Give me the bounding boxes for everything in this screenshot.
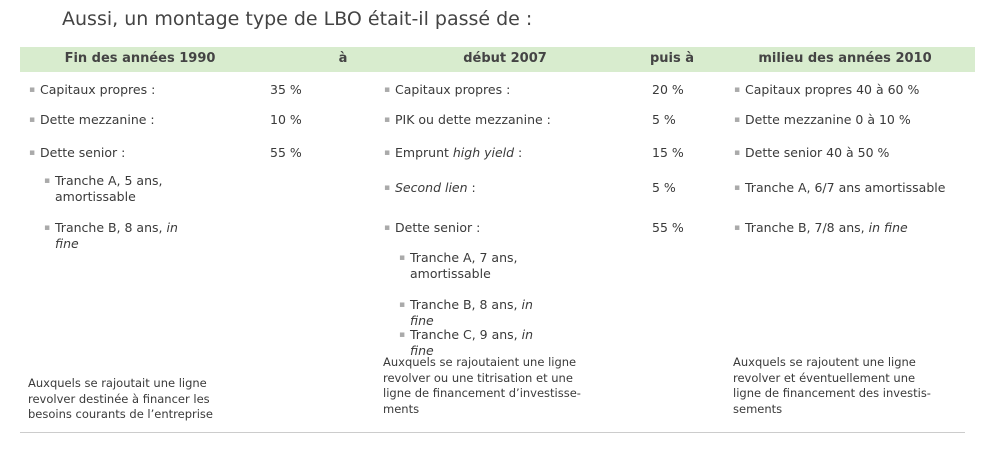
header-cell: à: [338, 51, 348, 66]
bottom-rule: [20, 432, 965, 433]
list-item: Dette senior :: [384, 220, 481, 236]
value: 5 %: [652, 180, 676, 195]
footnote-line: ligne de financement d’investisse-: [383, 386, 581, 400]
header-cell: puis à: [649, 51, 695, 66]
list-item: Dette senior :: [29, 145, 126, 161]
label-text: Capitaux propres 40 à 60 %: [745, 82, 920, 97]
label-text: in fine: [410, 327, 534, 358]
label-text: Dette senior :: [40, 145, 126, 160]
list-item: Tranche A, 5 ans, amortissable: [44, 173, 195, 205]
value: 35 %: [270, 82, 302, 97]
header-cell: début 2007: [463, 51, 547, 66]
label-text: Tranche A, 6/7 ans amortissable: [745, 180, 946, 195]
list-item: Capitaux propres :: [384, 82, 511, 98]
label-text: Tranche A, 5 ans, amortissable: [55, 173, 163, 204]
label-text: Dette mezzanine :: [40, 112, 155, 127]
footnote-line: revolver destinée à financer les: [28, 391, 210, 406]
label-text: Capitaux propres :: [40, 82, 156, 97]
label-text: Dette senior 40 à 50 %: [745, 145, 890, 160]
label-text: Tranche A, 7 ans, amortissable: [410, 250, 518, 281]
list-item: Tranche B, 8 ans, in fine: [44, 220, 195, 252]
list-item: PIK ou dette mezzanine :: [384, 112, 551, 128]
list-item: Tranche A, 7 ans, amortissable: [399, 250, 560, 282]
label-text: :: [467, 180, 476, 195]
label-text: in fine: [55, 220, 178, 251]
list-item: Tranche A, 6/7 ans amortissable: [734, 180, 946, 196]
list-item: Emprunt high yield :: [384, 145, 523, 161]
value: 55 %: [652, 220, 684, 235]
label-text: :: [514, 145, 523, 160]
list-item: Tranche B, 7/8 ans, in fine: [734, 220, 908, 236]
list-item: Tranche C, 9 ans, in fine: [399, 327, 560, 359]
value: 5 %: [652, 112, 676, 127]
label-text: Emprunt: [395, 145, 453, 160]
label-text: Tranche C, 9 ans,: [410, 327, 522, 342]
label-text: Tranche B, 7/8 ans,: [745, 220, 869, 235]
label-text: high yield: [452, 145, 515, 160]
label-text: in fine: [868, 220, 908, 235]
header-band: [20, 47, 975, 72]
footnote-line: Auxquels se rajoutent une ligne: [733, 355, 916, 369]
list-item: Dette mezzanine 0 à 10 %: [734, 112, 911, 128]
footnote-line: sements: [733, 401, 783, 416]
list-item: Second lien :: [384, 180, 476, 196]
footnote-line: revolver ou une titrisation et une: [383, 370, 573, 385]
label-text: Second lien: [395, 180, 468, 195]
footnote-line: besoins courants de l’entreprise: [28, 407, 213, 421]
list-item: Tranche B, 8 ans, in fine: [399, 297, 560, 329]
footnote-line: revolver et éventuellement une: [733, 370, 916, 385]
label-text: in fine: [410, 297, 533, 328]
header-cell: Fin des années 1990: [64, 51, 216, 66]
value: 10 %: [270, 112, 302, 127]
footnote-line: Auxquels se rajoutaient une ligne: [383, 355, 577, 369]
label-text: Dette senior :: [395, 220, 481, 235]
header-cell: milieu des années 2010: [758, 51, 932, 66]
list-item: Capitaux propres :: [29, 82, 156, 98]
label-text: Tranche B, 8 ans,: [410, 297, 522, 312]
list-item: Capitaux propres 40 à 60 %: [734, 82, 920, 98]
label-text: Dette mezzanine 0 à 10 %: [745, 112, 911, 127]
footnote-line: ments: [383, 401, 420, 416]
label-text: Tranche B, 8 ans,: [55, 220, 167, 235]
value: 55 %: [270, 145, 302, 160]
footnote-line: ligne de financement des investis-: [733, 386, 931, 400]
value: 20 %: [652, 82, 684, 97]
title: Aussi, un montage type de LBO était-il p…: [62, 8, 533, 30]
label-text: PIK ou dette mezzanine :: [395, 112, 551, 127]
label-text: Capitaux propres :: [395, 82, 511, 97]
list-item: Dette mezzanine :: [29, 112, 155, 128]
value: 15 %: [652, 145, 684, 160]
list-item: Dette senior 40 à 50 %: [734, 145, 890, 161]
footnote-line: Auxquels se rajoutait une ligne: [28, 376, 207, 390]
